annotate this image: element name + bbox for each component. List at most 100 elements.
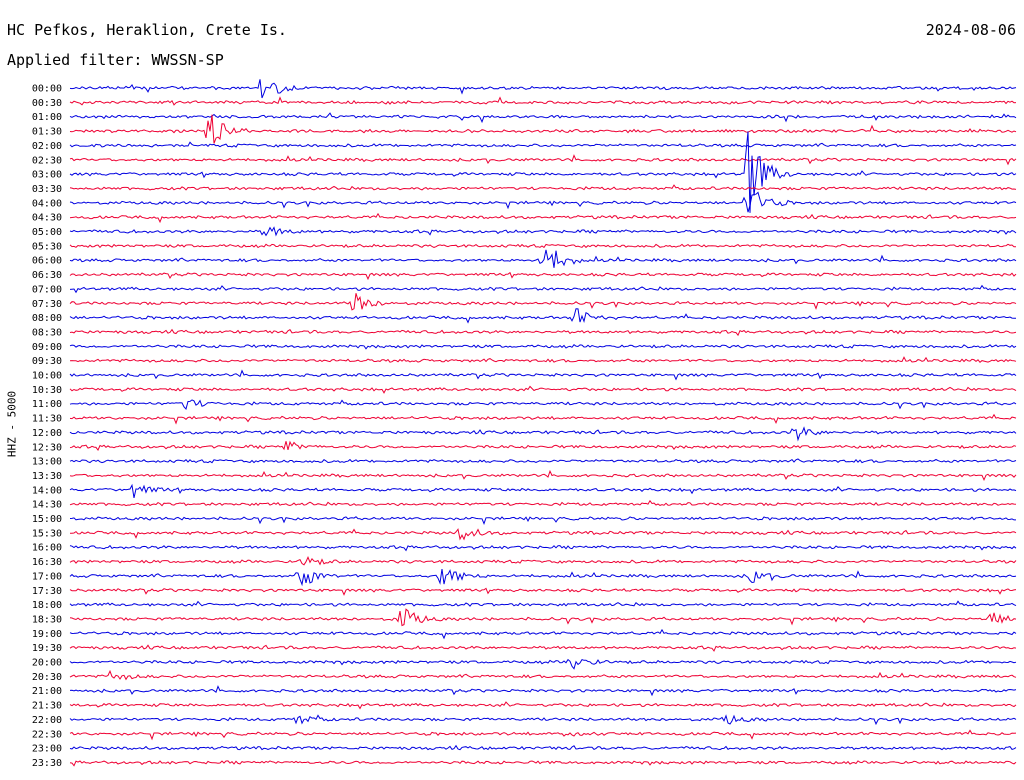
tick-label-0330: 03:30	[32, 184, 62, 195]
trace-0000	[69, 79, 1017, 99]
tick-label-1400: 14:00	[32, 485, 62, 496]
trace-1030	[69, 385, 1017, 394]
tick-label-0100: 01:00	[32, 112, 62, 123]
tick-label-2330: 23:30	[32, 758, 62, 769]
seismogram-traces	[69, 79, 1017, 767]
tick-label-2200: 22:00	[32, 715, 62, 726]
tick-label-0300: 03:00	[32, 170, 62, 181]
trace-2330	[69, 760, 1017, 767]
trace-1330	[69, 469, 1017, 482]
date-label: 2024-08-06	[925, 21, 1016, 39]
tick-label-0230: 02:30	[32, 155, 62, 166]
tick-label-0800: 08:00	[32, 313, 62, 324]
trace-0700	[69, 284, 1017, 294]
trace-1430	[69, 499, 1017, 507]
tick-label-0630: 06:30	[32, 270, 62, 281]
trace-0630	[69, 271, 1017, 281]
tick-label-2230: 22:30	[32, 729, 62, 740]
tick-label-2100: 21:00	[32, 686, 62, 697]
tick-label-0530: 05:30	[32, 241, 62, 252]
tick-label-1600: 16:00	[32, 543, 62, 554]
tick-label-1130: 11:30	[32, 414, 62, 425]
tick-label-1930: 19:30	[32, 643, 62, 654]
filter-label: Applied filter: WWSSN-SP	[7, 51, 224, 69]
trace-1130	[69, 413, 1017, 425]
trace-1300	[69, 458, 1017, 464]
tick-label-0000: 00:00	[32, 84, 62, 95]
tick-label-1300: 13:00	[32, 457, 62, 468]
trace-0300	[69, 131, 1017, 213]
tick-label-0130: 01:30	[32, 127, 62, 138]
tick-label-0730: 07:30	[32, 299, 62, 310]
tick-label-0900: 09:00	[32, 342, 62, 353]
trace-0600	[69, 249, 1017, 268]
trace-0400	[69, 191, 1017, 213]
trace-2030	[69, 669, 1017, 681]
trace-2000	[69, 658, 1017, 670]
tick-label-2300: 23:00	[32, 744, 62, 755]
trace-1200	[69, 426, 1017, 442]
time-tick-labels: 00:00 00:30 01:00 01:30 02:00 02:30 03:00 03:30…	[32, 84, 62, 769]
tick-label-1800: 18:00	[32, 600, 62, 611]
tick-label-0600: 06:00	[32, 256, 62, 267]
tick-label-0200: 02:00	[32, 141, 62, 152]
tick-label-1530: 15:30	[32, 528, 62, 539]
tick-label-1630: 16:30	[32, 557, 62, 568]
tick-label-1100: 11:00	[32, 399, 62, 410]
tick-label-0830: 08:30	[32, 327, 62, 338]
trace-0100	[69, 112, 1017, 124]
tick-label-1030: 10:30	[32, 385, 62, 396]
tick-label-0400: 04:00	[32, 198, 62, 209]
trace-1700	[69, 569, 1017, 587]
trace-1500	[69, 516, 1016, 526]
trace-0900	[69, 344, 1017, 350]
tick-label-0930: 09:30	[32, 356, 62, 367]
trace-0930	[69, 356, 1017, 364]
trace-2100	[69, 685, 1017, 697]
trace-1630	[69, 556, 1017, 566]
tick-label-0030: 00:30	[32, 98, 62, 109]
tick-label-1500: 15:00	[32, 514, 62, 525]
trace-0430	[69, 212, 1017, 224]
trace-0200	[69, 141, 1017, 148]
station-title: HC Pefkos, Heraklion, Crete Is.	[7, 21, 287, 39]
trace-1830	[69, 608, 1017, 627]
tick-label-1830: 18:30	[32, 614, 62, 625]
trace-2200	[69, 714, 1017, 726]
tick-label-0430: 04:30	[32, 213, 62, 224]
trace-0030	[69, 96, 1017, 106]
tick-label-0700: 07:00	[32, 284, 62, 295]
trace-0500	[69, 226, 1017, 237]
tick-label-1900: 19:00	[32, 629, 62, 640]
trace-0730	[69, 293, 1017, 311]
trace-1100	[69, 399, 1017, 411]
trace-1600	[69, 544, 1017, 552]
trace-1730	[69, 587, 1017, 596]
tick-label-1200: 12:00	[32, 428, 62, 439]
trace-0800	[69, 308, 1016, 324]
trace-0130	[69, 114, 1017, 144]
trace-1400	[69, 483, 1017, 499]
tick-label-2000: 20:00	[32, 658, 62, 669]
trace-0230	[69, 154, 1017, 166]
trace-1800	[69, 600, 1017, 607]
trace-0830	[69, 328, 1017, 337]
tick-label-1230: 12:30	[32, 442, 62, 453]
tick-label-2030: 20:30	[32, 672, 62, 683]
tick-label-1730: 17:30	[32, 586, 62, 597]
tick-label-1000: 10:00	[32, 371, 62, 382]
tick-label-0500: 05:00	[32, 227, 62, 238]
trace-0330	[69, 184, 1017, 191]
trace-1900	[69, 628, 1017, 640]
tick-label-2130: 21:30	[32, 701, 62, 712]
trace-1930	[69, 644, 1017, 652]
trace-1530	[69, 528, 1017, 541]
tick-label-1700: 17:00	[32, 571, 62, 582]
trace-1000	[69, 369, 1017, 381]
trace-1230	[69, 440, 1017, 451]
tick-label-1430: 14:30	[32, 500, 62, 511]
trace-0530	[69, 243, 1016, 249]
trace-2300	[69, 744, 1017, 751]
tick-label-1330: 13:30	[32, 471, 62, 482]
